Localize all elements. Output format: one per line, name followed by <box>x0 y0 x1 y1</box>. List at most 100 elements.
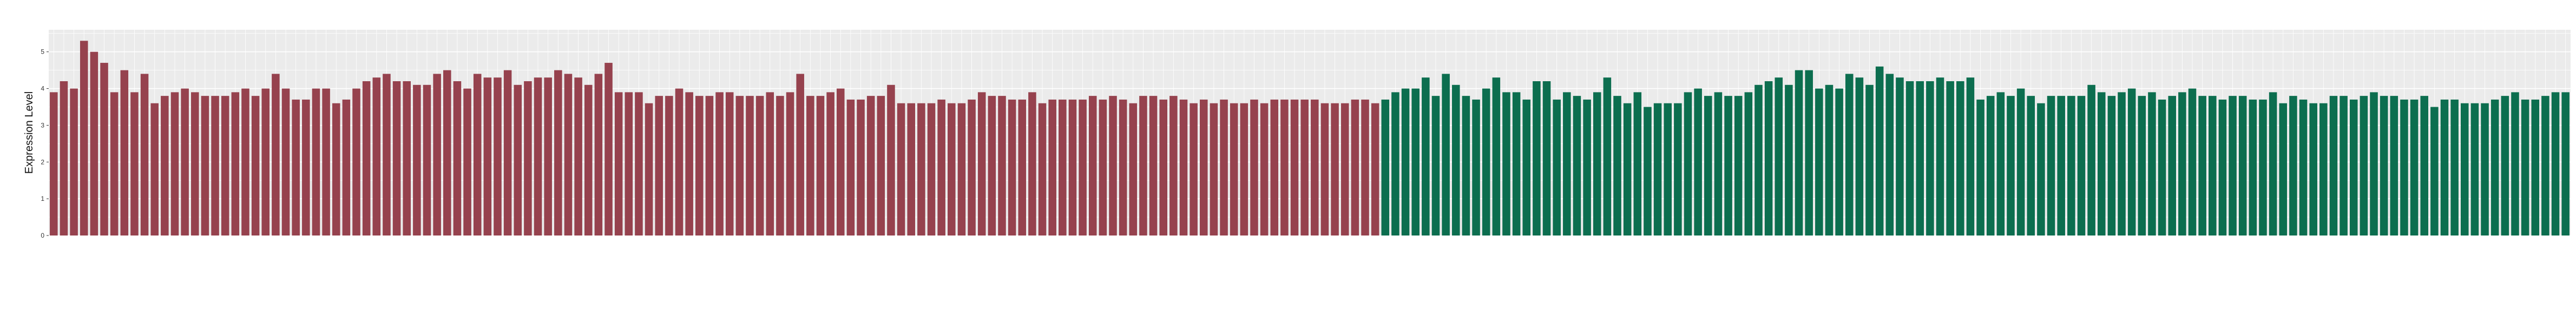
bar <box>261 88 270 236</box>
bar <box>1028 92 1036 236</box>
bar <box>786 92 794 236</box>
bar <box>1320 103 1329 236</box>
bar <box>1865 84 1874 236</box>
bar <box>1401 88 1410 236</box>
bar <box>1381 99 1390 236</box>
bar <box>2238 96 2247 236</box>
bar <box>130 92 139 236</box>
bar <box>1674 103 1682 236</box>
bar <box>2490 99 2499 236</box>
bar <box>1724 96 1732 236</box>
bar <box>544 77 552 236</box>
bar <box>554 70 562 236</box>
bar <box>594 74 603 236</box>
bar <box>1734 96 1743 236</box>
bar <box>1805 70 1813 236</box>
bar <box>776 96 784 236</box>
bar <box>2259 99 2267 236</box>
bar <box>2319 103 2328 236</box>
bar <box>655 96 663 236</box>
bar <box>383 74 391 236</box>
bar <box>574 77 582 236</box>
bar <box>1795 70 1803 236</box>
bar <box>937 99 945 236</box>
bars <box>50 41 2570 236</box>
bar <box>453 81 462 236</box>
bar <box>1290 99 1299 236</box>
bar <box>2340 96 2348 236</box>
bar <box>755 96 764 236</box>
bar <box>2107 96 2116 236</box>
bar <box>705 96 714 236</box>
bar <box>2551 92 2560 236</box>
bar <box>1522 99 1531 236</box>
bar <box>2178 92 2186 236</box>
bar <box>1452 84 1460 236</box>
bar <box>1351 99 1359 236</box>
bar <box>1533 81 1541 236</box>
bar <box>2420 96 2428 236</box>
bar <box>1462 96 1470 236</box>
bar <box>2440 99 2449 236</box>
bar <box>60 81 68 236</box>
bar <box>1482 88 1490 236</box>
bar <box>766 92 774 236</box>
bar <box>463 88 471 236</box>
y-tick-label: 0 <box>41 232 44 239</box>
y-tick-label: 5 <box>41 48 44 56</box>
bar <box>100 63 108 236</box>
bar <box>1623 103 1632 236</box>
bar <box>917 103 925 236</box>
bar <box>1210 103 1218 236</box>
bar <box>342 99 351 236</box>
bar <box>2289 96 2297 236</box>
bar <box>715 92 724 236</box>
bar <box>322 88 330 236</box>
bar <box>2309 103 2317 236</box>
bar <box>241 88 249 236</box>
y-axis: 0 1 2 3 4 5 <box>41 48 49 239</box>
bar <box>2047 96 2055 236</box>
bar <box>1916 81 1924 236</box>
bar <box>1300 99 1309 236</box>
bar <box>2097 92 2106 236</box>
bar <box>2390 96 2398 236</box>
bar <box>806 96 814 236</box>
bar <box>1704 96 1712 236</box>
y-tick-label: 1 <box>41 195 44 202</box>
bar <box>473 74 482 236</box>
bar <box>948 103 956 236</box>
bar <box>2561 92 2570 236</box>
bar <box>50 92 58 236</box>
bar <box>423 84 431 236</box>
bar <box>1512 92 1521 236</box>
bar <box>1845 74 1854 236</box>
bar <box>2148 92 2156 236</box>
bar <box>1754 84 1763 236</box>
bar <box>140 74 149 236</box>
bar <box>352 88 360 236</box>
bar <box>1936 77 1944 236</box>
bar <box>2158 99 2166 236</box>
bar <box>2249 99 2257 236</box>
bar <box>846 99 855 236</box>
bar <box>2521 99 2529 236</box>
bar <box>887 84 895 236</box>
bar <box>1230 103 1238 236</box>
bar <box>80 41 88 236</box>
bar <box>2450 99 2459 236</box>
bar <box>1644 107 1652 236</box>
bar <box>503 70 512 236</box>
bar <box>2027 96 2035 236</box>
bar <box>1260 103 1269 236</box>
bar <box>2349 99 2358 236</box>
bar <box>161 96 169 236</box>
bar <box>796 74 804 236</box>
bar <box>2138 96 2146 236</box>
bar <box>1270 99 1279 236</box>
bar <box>2229 96 2237 236</box>
bar <box>1573 96 1581 236</box>
bar <box>2037 103 2045 236</box>
bar <box>927 103 936 236</box>
bar <box>1331 103 1339 236</box>
